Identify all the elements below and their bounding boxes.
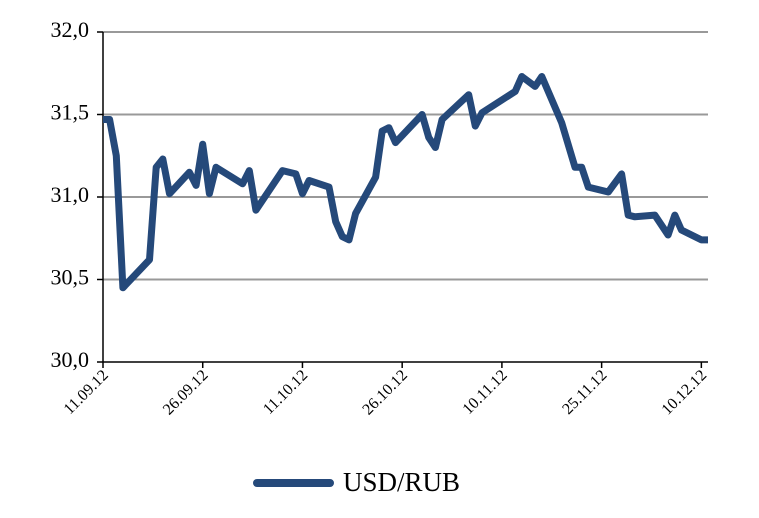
y-tick-label: 30,5 (51, 265, 90, 290)
x-tick-label: 11.10.12 (260, 367, 311, 418)
y-tick-label: 30,0 (51, 347, 90, 372)
legend-label: USD/RUB (343, 467, 460, 497)
x-tick-label: 25.11.12 (559, 367, 610, 418)
x-tick-label: 10.11.12 (460, 367, 511, 418)
y-tick-label: 31,5 (51, 100, 90, 125)
x-tick-label: 26.09.12 (160, 367, 212, 419)
y-tick-label: 31,0 (51, 182, 90, 207)
y-tick-label: 32,0 (51, 17, 90, 42)
x-tick-label: 11.09.12 (61, 367, 112, 418)
line (103, 73, 708, 292)
x-tick-label: 10.12.12 (659, 367, 711, 419)
x-tick-label: 26.10.12 (359, 367, 411, 419)
